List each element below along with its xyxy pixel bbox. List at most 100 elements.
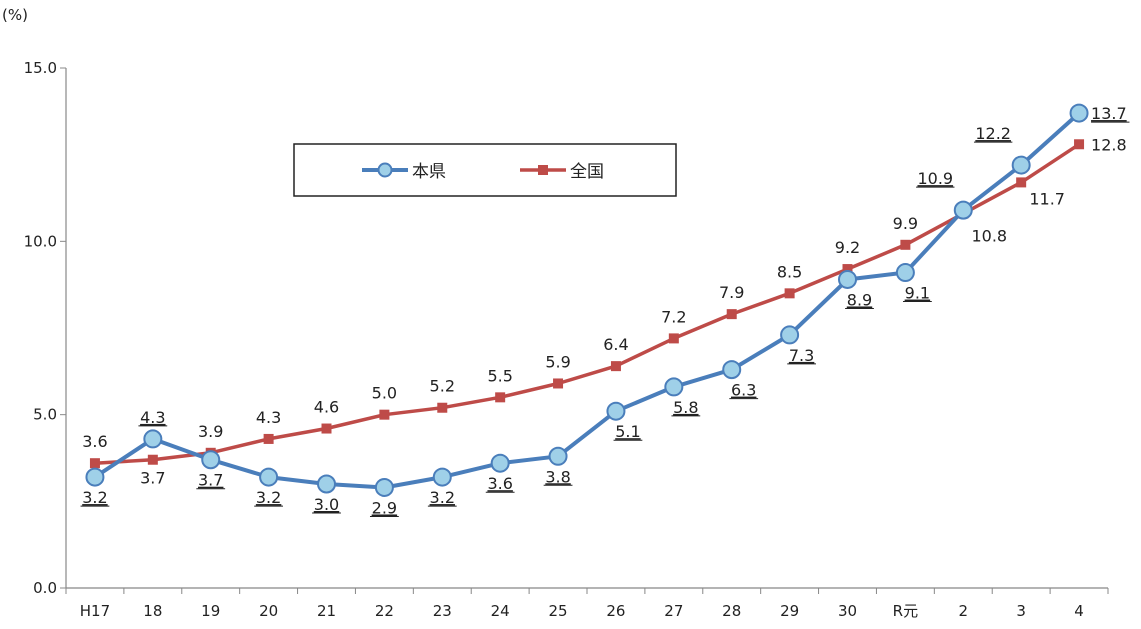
- legend-marker-national: [538, 165, 548, 175]
- x-tick-label: 26: [606, 602, 625, 620]
- marker-prefecture: [143, 429, 163, 449]
- data-label-national: 5.0: [372, 384, 397, 403]
- data-label-national: 10.8: [971, 227, 1007, 246]
- marker-national: [668, 333, 679, 344]
- data-label-prefecture: 3.2: [430, 488, 455, 507]
- marker-prefecture: [201, 450, 221, 470]
- y-tick-label: 10.0: [24, 232, 57, 250]
- data-label-prefecture: 3.8: [545, 467, 570, 486]
- legend-label-national: 全国: [570, 162, 604, 182]
- data-label-national: 4.6: [314, 398, 339, 417]
- series-lines: [93, 111, 1081, 490]
- marker-national: [495, 392, 506, 403]
- x-tick-label: 4: [1074, 602, 1084, 620]
- data-label-national: 4.3: [256, 408, 281, 427]
- legend-box: [293, 143, 677, 197]
- data-label-national: 8.5: [777, 262, 802, 281]
- marker-prefecture: [490, 453, 510, 473]
- x-tick-label: 27: [664, 602, 683, 620]
- marker-national: [610, 361, 621, 372]
- marker-prefecture: [838, 269, 857, 289]
- marker-prefecture: [259, 467, 279, 487]
- marker-prefecture: [895, 263, 915, 283]
- marker-national: [842, 264, 853, 275]
- data-label-prefecture: 3.0: [314, 495, 339, 514]
- marker-national: [726, 309, 737, 320]
- marker-national: [437, 402, 448, 413]
- data-label-prefecture: 3.6: [487, 474, 512, 493]
- marker-national: [263, 433, 274, 444]
- data-label-national: 12.8: [1091, 135, 1127, 154]
- data-label-national: 7.9: [719, 283, 744, 302]
- y-tick-label: 5.0: [33, 406, 57, 424]
- data-label-national: 11.7: [1029, 189, 1065, 208]
- data-label-prefecture: 9.1: [905, 284, 930, 303]
- marker-national: [1016, 177, 1027, 188]
- marker-national: [379, 409, 390, 420]
- marker-prefecture: [548, 446, 568, 466]
- data-label-prefecture: 5.1: [615, 422, 640, 441]
- x-tick-label: 23: [433, 602, 452, 620]
- data-label-national: 9.2: [835, 238, 860, 257]
- marker-national: [784, 288, 795, 299]
- data-label-prefecture: 3.7: [198, 471, 223, 490]
- marker-prefecture: [780, 325, 800, 345]
- marker-prefecture: [606, 401, 626, 421]
- marker-prefecture: [374, 477, 394, 497]
- y-tick-label: 15.0: [24, 59, 57, 77]
- marker-prefecture: [1011, 155, 1031, 175]
- data-label-national: 7.2: [661, 307, 686, 326]
- x-tick-label: 30: [838, 602, 857, 620]
- marker-prefecture: [85, 467, 105, 487]
- marker-prefecture: [722, 360, 742, 380]
- data-label-national: 5.9: [545, 352, 570, 371]
- x-tick-label: 19: [201, 602, 220, 620]
- unit-label: (%): [2, 6, 28, 24]
- marker-national: [900, 239, 911, 250]
- marker-prefecture: [432, 467, 452, 487]
- x-tick-label: 29: [780, 602, 799, 620]
- data-label-prefecture: 7.3: [789, 346, 814, 365]
- data-label-prefecture: 12.2: [975, 124, 1011, 143]
- data-label-national: 5.2: [430, 377, 455, 396]
- marker-prefecture: [1069, 103, 1089, 123]
- markers: [85, 103, 1089, 497]
- data-label-prefecture: 4.3: [140, 408, 165, 427]
- data-label-prefecture: 6.3: [731, 381, 756, 400]
- data-label-national: 3.9: [198, 422, 223, 441]
- series-line-national: [94, 142, 1081, 465]
- data-label-national: 9.9: [893, 214, 918, 233]
- marker-national: [553, 378, 564, 389]
- x-tick-label: 25: [549, 602, 568, 620]
- data-label-prefecture: 13.7: [1091, 104, 1127, 123]
- data-label-prefecture: 10.9: [917, 169, 953, 188]
- marker-national: [147, 454, 158, 465]
- data-label-national: 3.6: [82, 432, 107, 451]
- data-labels: 3.6 3.7 3.9 4.3 4.6 5.0 5.2 5.5 5.9 6.4 7.2 7.9 8.5 9…: [80, 104, 1130, 517]
- data-label-prefecture: 8.9: [847, 290, 872, 309]
- y-tick-label: 0.0: [33, 579, 57, 597]
- x-tick-label: 20: [259, 602, 278, 620]
- data-label-prefecture: 3.2: [82, 488, 107, 507]
- x-tick-label: 2: [959, 602, 969, 620]
- x-tick-label: R元: [893, 602, 918, 620]
- x-tick-label: 21: [317, 602, 336, 620]
- data-label-prefecture: 5.8: [673, 398, 698, 417]
- legend-marker-prefecture: [377, 162, 393, 178]
- data-label-national: 3.7: [140, 469, 165, 488]
- x-tick-label: 22: [375, 602, 394, 620]
- marker-national: [321, 423, 332, 434]
- x-tick-label: 24: [491, 602, 510, 620]
- marker-prefecture: [317, 474, 336, 494]
- x-tick-label: 28: [722, 602, 741, 620]
- x-tick-label: H17: [80, 602, 110, 620]
- data-label-prefecture: 2.9: [372, 498, 397, 517]
- legend: 本県 全国: [293, 143, 677, 197]
- marker-prefecture: [664, 377, 684, 397]
- series-line-prefecture: [93, 111, 1081, 490]
- marker-national: [89, 458, 100, 469]
- marker-prefecture: [953, 200, 973, 220]
- x-tick-label: 18: [143, 602, 162, 620]
- legend-label-prefecture: 本県: [412, 162, 446, 182]
